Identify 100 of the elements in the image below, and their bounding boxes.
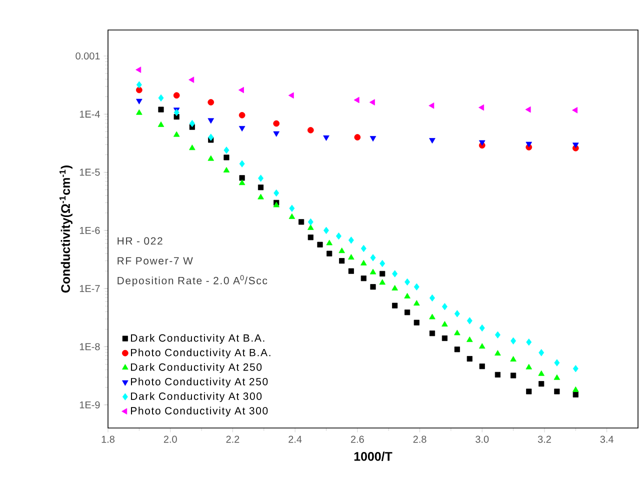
point (414, 300, 420, 306)
point (360, 244, 366, 252)
point (208, 99, 214, 106)
point (339, 258, 345, 264)
annotation: HR - 022 (118, 237, 162, 245)
y-tick-label: 1E-4 (80, 110, 100, 118)
point (208, 134, 214, 141)
point (289, 204, 295, 212)
point (392, 270, 398, 278)
point (572, 142, 579, 148)
point (494, 331, 500, 338)
point (308, 218, 314, 226)
point (380, 260, 386, 268)
legend-label: Dark Conductivity At B.A. (131, 334, 264, 344)
x-tick-label: 3.2 (538, 436, 551, 443)
annotation: Deposition Rate - 2.0 A$^{0}$/Scc (118, 275, 268, 286)
point (466, 356, 472, 362)
point (526, 388, 532, 394)
point (158, 106, 164, 112)
annotation: RF Power-7 W (118, 257, 193, 264)
point (307, 126, 314, 134)
point (348, 268, 354, 274)
point (370, 136, 376, 142)
point (370, 254, 376, 262)
point (478, 343, 486, 349)
point (404, 292, 410, 298)
legend-label: Photo Conductivity At 250 (131, 378, 268, 388)
point (429, 138, 436, 144)
point (224, 146, 230, 154)
point (208, 155, 214, 161)
point (525, 106, 531, 113)
point (223, 166, 230, 172)
point (554, 388, 560, 394)
point (429, 314, 436, 320)
point (238, 112, 246, 118)
point (189, 144, 196, 150)
point (136, 66, 142, 73)
point (208, 118, 214, 124)
point (354, 134, 361, 140)
point (370, 268, 376, 274)
point (274, 189, 280, 197)
point (526, 338, 532, 346)
point (442, 321, 448, 327)
point (326, 250, 332, 256)
point (336, 232, 342, 240)
point (479, 364, 485, 370)
point (538, 370, 544, 376)
point (454, 330, 460, 336)
point (273, 131, 280, 137)
point (158, 94, 164, 102)
y-tick-label: 1E-9 (80, 401, 100, 408)
point (173, 92, 180, 99)
point (510, 356, 516, 362)
y-tick-label: 1E-5 (80, 168, 100, 176)
point (370, 284, 376, 290)
point (317, 242, 323, 248)
legend-label: Photo Conductivity At B.A. (131, 348, 270, 358)
point (478, 104, 484, 111)
point (392, 302, 398, 308)
point (554, 359, 560, 366)
point (238, 180, 246, 186)
x-tick-label: 2.6 (350, 436, 364, 443)
point (466, 317, 472, 324)
point (526, 142, 532, 148)
point (298, 219, 304, 225)
x-tick-label: 2.4 (288, 436, 302, 443)
point (258, 174, 264, 182)
point (392, 284, 398, 290)
y-tick-label: 1E-6 (80, 226, 100, 234)
x-tick-label: 2.2 (226, 436, 240, 443)
point (414, 283, 420, 290)
point (338, 248, 345, 254)
point (360, 276, 366, 282)
point (224, 154, 230, 160)
point (572, 386, 579, 392)
point (494, 350, 501, 356)
point (348, 236, 354, 244)
x-tick-label: 3.4 (600, 436, 614, 443)
point (510, 337, 516, 344)
point (258, 194, 264, 200)
point (379, 279, 386, 285)
point (572, 107, 578, 114)
point (479, 324, 485, 332)
point (572, 365, 578, 372)
point (429, 330, 436, 336)
point (380, 270, 386, 277)
point (239, 175, 245, 181)
y-tick-label: 1E-8 (80, 343, 100, 350)
point (273, 120, 280, 127)
point (188, 76, 194, 83)
point (238, 86, 244, 94)
point (288, 213, 296, 219)
point (136, 109, 142, 115)
point (174, 108, 180, 116)
legend-label: Dark Conductivity At 300 (131, 392, 262, 402)
point (404, 278, 410, 286)
point (454, 346, 460, 352)
point (189, 120, 195, 128)
point (442, 335, 448, 342)
point (173, 131, 180, 137)
